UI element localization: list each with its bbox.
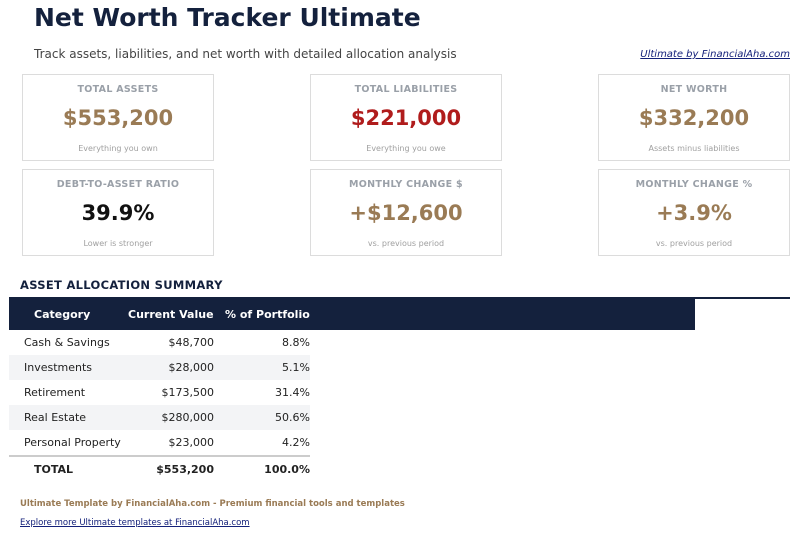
card-label: MONTHLY CHANGE %	[635, 179, 753, 190]
table-cell: $173,500	[161, 386, 215, 399]
subtitle: Track assets, liabilities, and net worth…	[34, 47, 457, 61]
table-cell: Real Estate	[24, 411, 87, 424]
metric-card: MONTHLY CHANGE % +3.9% vs. previous period	[598, 169, 790, 256]
table-cell: $48,700	[168, 336, 215, 349]
table-cell: 5.1%	[282, 361, 310, 374]
card-note: vs. previous period	[655, 239, 733, 248]
table-cell: 50.6%	[275, 411, 310, 424]
card-note: Everything you own	[78, 144, 158, 153]
table-cell: Investments	[24, 361, 93, 374]
table-cell: 4.2%	[282, 436, 310, 449]
card-value: +$12,600	[349, 201, 463, 225]
card-value: $332,200	[638, 106, 750, 130]
card-label: DEBT-TO-ASSET RATIO	[56, 179, 180, 190]
total-cell: TOTAL	[34, 463, 74, 476]
metric-card: TOTAL ASSETS $553,200 Everything you own	[22, 74, 214, 161]
card-note: Lower is stronger	[83, 239, 153, 248]
card-value: 39.9%	[81, 201, 155, 225]
table-row: Cash & Savings $48,700 8.8%	[9, 330, 310, 355]
table-cell: Cash & Savings	[24, 336, 110, 349]
metric-card: DEBT-TO-ASSET RATIO 39.9% Lower is stronge…	[22, 169, 214, 256]
card-note: Everything you owe	[366, 144, 446, 153]
metric-card: NET WORTH $332,200 Assets minus liabilitie…	[598, 74, 790, 161]
table-cell: 31.4%	[275, 386, 310, 399]
column-header: % of Portfolio	[225, 308, 310, 321]
table-row: Personal Property $23,000 4.2%	[9, 430, 310, 455]
page-title: Net Worth Tracker Ultimate	[34, 3, 421, 32]
footer-link[interactable]: Explore more Ultimate templates at Finan…	[20, 518, 250, 528]
table-cell: $28,000	[168, 361, 215, 374]
table-row: Retirement $173,500 31.4%	[9, 380, 310, 405]
total-row: TOTAL $553,200 100.0%	[9, 455, 310, 480]
card-label: MONTHLY CHANGE $	[349, 179, 463, 190]
table-cell: $23,000	[168, 436, 215, 449]
card-label: TOTAL ASSETS	[77, 84, 159, 95]
table-row: Real Estate $280,000 50.6%	[9, 405, 310, 430]
card-label: TOTAL LIABILITIES	[354, 84, 458, 95]
table-row: Investments $28,000 5.1%	[9, 355, 310, 380]
header-link[interactable]: Ultimate by FinancialAha.com	[640, 49, 790, 60]
table-cell: Retirement	[24, 386, 86, 399]
card-label: NET WORTH	[660, 84, 728, 95]
column-header: Category	[34, 308, 91, 321]
card-value: $553,200	[62, 106, 174, 130]
card-value: $221,000	[350, 106, 462, 130]
total-cell: $553,200	[156, 463, 214, 476]
column-header: Current Value	[128, 308, 214, 321]
card-note: vs. previous period	[367, 239, 445, 248]
metric-card: MONTHLY CHANGE $ +$12,600 vs. previous per…	[310, 169, 502, 256]
section-title: ASSET ALLOCATION SUMMARY	[20, 278, 223, 292]
card-note: Assets minus liabilities	[648, 144, 740, 153]
table-cell: 8.8%	[282, 336, 310, 349]
total-cell: 100.0%	[264, 463, 310, 476]
table-cell: Personal Property	[24, 436, 121, 449]
card-value: +3.9%	[656, 201, 732, 225]
footer-text: Ultimate Template by FinancialAha.com - …	[20, 499, 405, 509]
metric-card: TOTAL LIABILITIES $221,000 Everything you …	[310, 74, 502, 161]
table-cell: $280,000	[161, 411, 215, 424]
table-header-band	[9, 298, 695, 330]
